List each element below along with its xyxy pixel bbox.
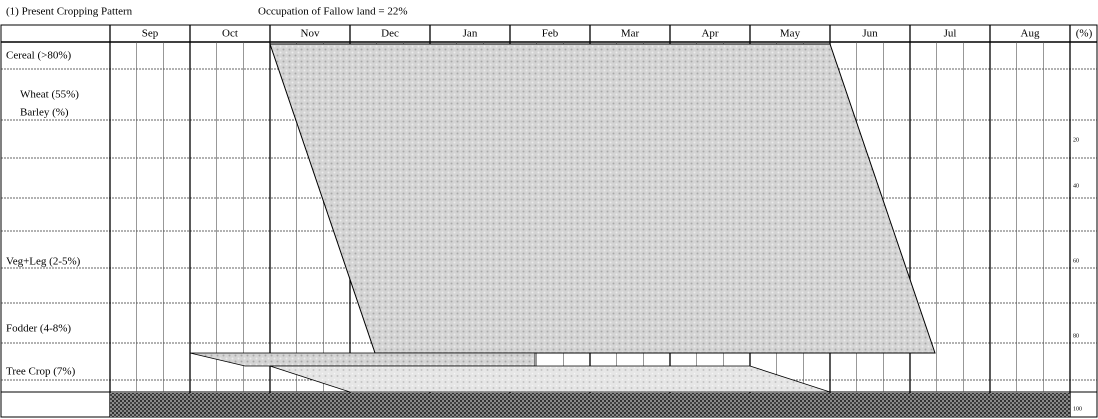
labels: Sep Oct Nov Dec Jan Feb Mar Apr May Jun Jul Aug Cere… <box>6 28 1082 413</box>
percent-header: (%) <box>1076 28 1093 40</box>
month-label: Jun <box>862 28 878 40</box>
row-label: Wheat (55%) <box>20 89 79 101</box>
month-label: Jul <box>944 28 957 40</box>
month-label: Oct <box>222 28 238 40</box>
title: (1) Present Cropping Pattern <box>6 6 133 18</box>
month-label: Mar <box>621 28 640 40</box>
tree-crop-area <box>269 365 831 393</box>
row-label: Tree Crop (7%) <box>6 366 76 378</box>
fallow-note: Occupation of Fallow land = 22% <box>258 6 407 18</box>
month-label: Jan <box>463 28 478 40</box>
cereal-area <box>269 43 936 354</box>
percent-tick: 20 <box>1073 137 1079 143</box>
month-label: Nov <box>301 28 320 40</box>
row-label: Veg+Leg (2-5%) <box>6 256 81 268</box>
row-label: Barley (%) <box>20 107 69 119</box>
row-label: Cereal (>80%) <box>6 50 71 62</box>
month-label: Sep <box>142 28 159 40</box>
month-label: Apr <box>701 28 718 40</box>
month-label: Feb <box>542 28 559 40</box>
month-label: May <box>780 28 801 40</box>
tree-crop-band <box>189 352 536 367</box>
percent-tick: 100 <box>1073 406 1082 412</box>
percent-tick: 60 <box>1073 258 1079 264</box>
month-label: Aug <box>1021 28 1040 40</box>
row-label: Fodder (4-8%) <box>6 323 71 335</box>
percent-tick: 40 <box>1073 183 1079 189</box>
fallow-bar <box>110 393 1070 417</box>
percent-tick: 80 <box>1073 333 1079 339</box>
month-label: Dec <box>381 28 399 40</box>
